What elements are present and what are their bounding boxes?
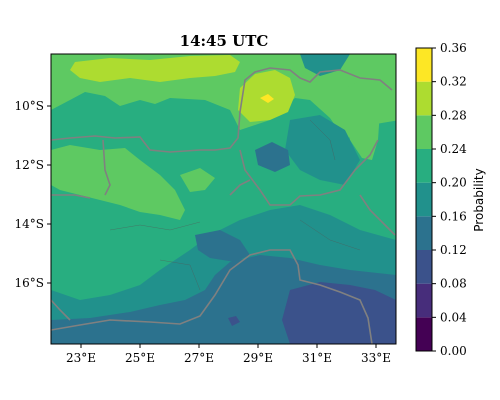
country-borders	[51, 67, 396, 344]
border-line-east	[239, 139, 379, 206]
colorbar-tick-label: 0.04	[440, 310, 467, 324]
lon-tick-label: 31°E	[302, 351, 332, 365]
lon-tick-label: 29°E	[243, 351, 273, 365]
field-lower-band-center	[195, 230, 250, 262]
colorbar-segment	[416, 317, 432, 351]
colorbar-tick-label: 0.00	[440, 344, 467, 358]
colorbar-tick-label: 0.12	[440, 243, 467, 257]
field-low-band-upper	[285, 115, 360, 185]
lon-tick-label: 27°E	[184, 351, 214, 365]
colorbar-segment	[416, 283, 432, 318]
lat-tick-label: 10°S	[15, 99, 45, 113]
lon-tick-label: 23°E	[66, 351, 96, 365]
colorbar-tick-label: 0.24	[440, 142, 467, 156]
colorbar-tick-label: 0.08	[440, 277, 467, 291]
border-line-lake	[229, 179, 251, 196]
border-line-west	[51, 194, 91, 199]
minor-borders	[109, 119, 361, 291]
border-line-malawi	[359, 194, 396, 236]
colorbar-segment	[416, 81, 432, 116]
field-lowest-cell	[228, 316, 240, 326]
lat-tick-label: 14°S	[15, 217, 45, 231]
colorbar-label: Probability	[472, 168, 486, 231]
colorbar-tick-label: 0.36	[440, 41, 467, 55]
colorbar-tick-label: 0.32	[440, 75, 467, 89]
colorbar-tick-label: 0.28	[440, 108, 467, 122]
field-lower-band-east	[255, 142, 290, 172]
border-line-south	[51, 249, 373, 344]
field-lowest-band-southeast	[282, 282, 396, 344]
lat-ticks: 10°S 12°S 14°S 16°S	[15, 99, 51, 290]
field-high-band-east	[345, 82, 380, 160]
lon-tick-label: 25°E	[125, 351, 155, 365]
colorbar-segment	[416, 182, 432, 217]
border-line-north	[51, 67, 393, 153]
border-line-angola	[102, 139, 111, 196]
lon-ticks: 23°E 25°E 27°E 29°E 31°E 33°E	[66, 344, 391, 365]
colorbar-frame	[415, 47, 433, 352]
colorbar-segment	[416, 115, 432, 149]
lat-tick-label: 12°S	[15, 158, 45, 172]
field-peak-cell	[260, 94, 274, 103]
field-high-band-center	[180, 168, 215, 192]
colorbar-segment	[416, 216, 432, 250]
colorbar-tick-label: 0.20	[440, 176, 467, 190]
field-peak-north	[70, 55, 240, 82]
colorbar: 0.00 0.04 0.08 0.12 0.16 0.20 0.24 0.28 0.32 0.36	[415, 41, 467, 358]
colorbar-segment	[416, 250, 432, 284]
probability-field	[51, 54, 396, 344]
map-title: 14:45 UTC	[180, 32, 269, 50]
colorbar-tick-label: 0.16	[440, 209, 467, 223]
map-frame	[50, 53, 397, 345]
border-line-zambezi	[51, 299, 71, 321]
colorbar-segment	[416, 48, 432, 82]
lat-tick-label: 16°S	[15, 276, 45, 290]
lon-tick-label: 33°E	[361, 351, 391, 365]
colorbar-segment	[416, 149, 432, 183]
field-high-band-west	[51, 145, 185, 220]
